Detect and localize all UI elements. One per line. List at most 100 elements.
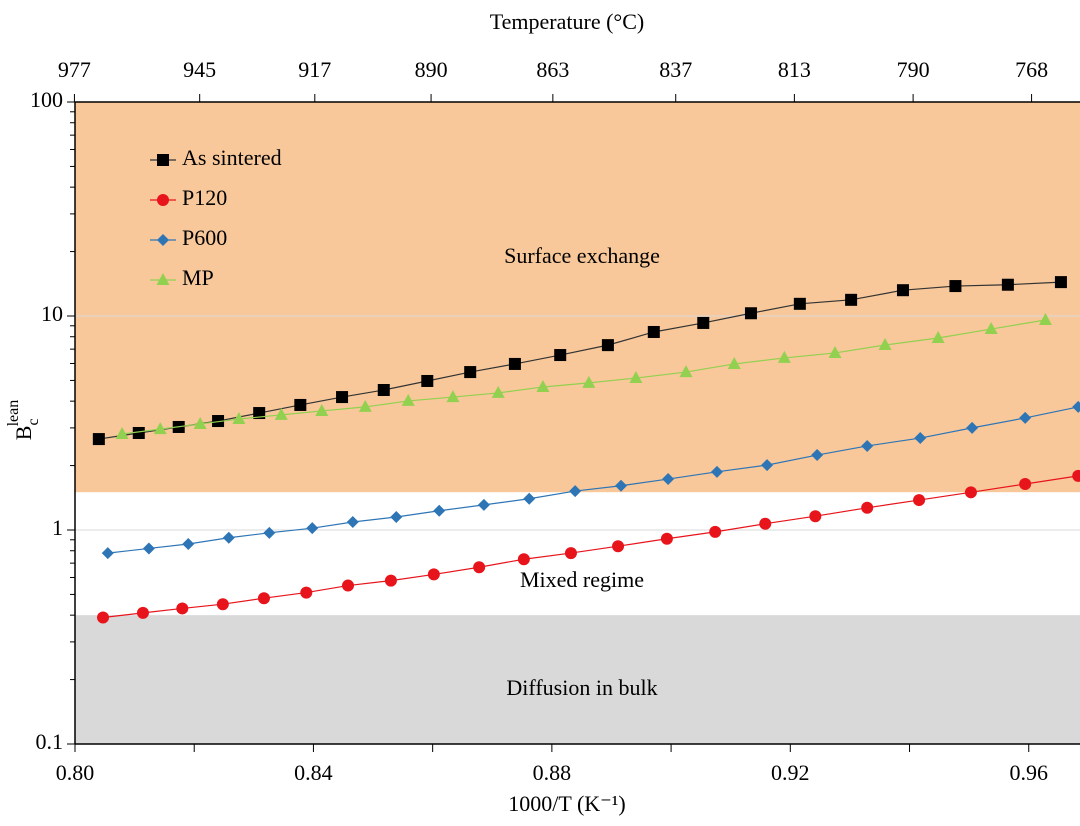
marker <box>949 280 962 293</box>
marker <box>861 501 874 514</box>
y-axis-title-base: B <box>11 426 36 441</box>
series-line <box>107 406 1079 554</box>
marker <box>433 504 446 517</box>
x2-axis-title: Temperature (°C) <box>490 9 644 34</box>
marker <box>1054 276 1067 289</box>
y-tick-label: 100 <box>30 87 63 112</box>
marker <box>615 479 628 492</box>
marker <box>253 407 266 420</box>
marker <box>421 374 434 387</box>
marker <box>809 510 822 523</box>
marker <box>913 494 926 507</box>
x-tick-label: 0.80 <box>56 760 95 785</box>
marker <box>517 553 530 566</box>
marker <box>660 532 673 545</box>
series-line <box>102 475 1079 619</box>
x-tick-label: 0.92 <box>771 760 810 785</box>
marker <box>861 439 874 452</box>
marker <box>1019 411 1032 424</box>
regions <box>75 102 1080 744</box>
marker <box>582 375 596 388</box>
marker <box>727 356 741 369</box>
marker <box>176 602 189 615</box>
marker <box>342 579 355 592</box>
marker <box>662 473 675 486</box>
marker <box>777 350 791 363</box>
y-axis-title-sub: c <box>25 418 42 425</box>
marker <box>564 547 577 560</box>
marker <box>647 325 660 338</box>
marker <box>464 366 477 379</box>
marker <box>914 432 927 445</box>
marker <box>473 561 486 574</box>
region-label: Diffusion in bulk <box>506 675 657 700</box>
marker <box>274 407 288 420</box>
region-label: Surface exchange <box>504 243 660 268</box>
marker <box>263 526 276 539</box>
marker <box>601 339 614 352</box>
marker <box>523 492 536 505</box>
marker <box>377 384 390 397</box>
marker <box>390 511 403 524</box>
x2-tick-label: 837 <box>659 57 692 82</box>
marker <box>446 390 460 403</box>
y-axis-title: Bclean <box>5 400 42 440</box>
marker <box>346 515 359 528</box>
marker <box>401 393 415 406</box>
marker <box>554 349 567 362</box>
marker <box>1072 469 1080 482</box>
marker <box>896 284 909 297</box>
marker <box>491 385 505 398</box>
y-tick-label: 10 <box>41 301 63 326</box>
marker <box>193 416 207 429</box>
marker <box>1038 312 1052 325</box>
marker <box>679 365 693 378</box>
marker <box>964 486 977 499</box>
marker <box>222 531 235 544</box>
marker <box>212 415 225 428</box>
marker <box>811 449 824 462</box>
marker <box>931 331 945 344</box>
y-tick-label: 0.1 <box>36 729 64 754</box>
legend-marker <box>157 154 169 166</box>
marker <box>97 611 110 624</box>
x2-tick-label: 813 <box>778 57 811 82</box>
x2-tick-label: 890 <box>415 57 448 82</box>
region <box>75 492 1080 616</box>
x2-tick-label: 917 <box>298 57 331 82</box>
marker <box>569 485 582 498</box>
legend-label: MP <box>182 265 214 290</box>
x2-tick-label: 768 <box>1015 57 1048 82</box>
legend-marker <box>156 273 170 285</box>
x-tick-label: 0.84 <box>294 760 333 785</box>
marker <box>336 391 349 404</box>
marker <box>793 297 806 310</box>
marker <box>92 433 105 446</box>
x2-tick-label: 863 <box>536 57 569 82</box>
marker <box>306 522 319 535</box>
legend-label: P120 <box>182 185 227 210</box>
marker <box>1001 278 1014 291</box>
marker <box>612 540 625 553</box>
marker <box>427 568 440 581</box>
marker <box>845 293 858 306</box>
marker <box>153 422 167 435</box>
x2-tick-label: 945 <box>183 57 216 82</box>
marker <box>142 542 155 555</box>
marker <box>216 598 229 611</box>
marker <box>1072 400 1080 413</box>
marker <box>315 403 329 416</box>
legend-label: P600 <box>182 225 227 250</box>
marker <box>828 345 842 358</box>
marker <box>709 525 722 538</box>
marker <box>966 421 979 434</box>
marker <box>629 371 643 384</box>
marker <box>744 307 757 320</box>
legend-marker <box>157 194 169 206</box>
region <box>75 102 1080 493</box>
marker <box>761 459 774 472</box>
marker <box>384 574 397 587</box>
marker <box>101 547 114 560</box>
marker <box>294 398 307 411</box>
